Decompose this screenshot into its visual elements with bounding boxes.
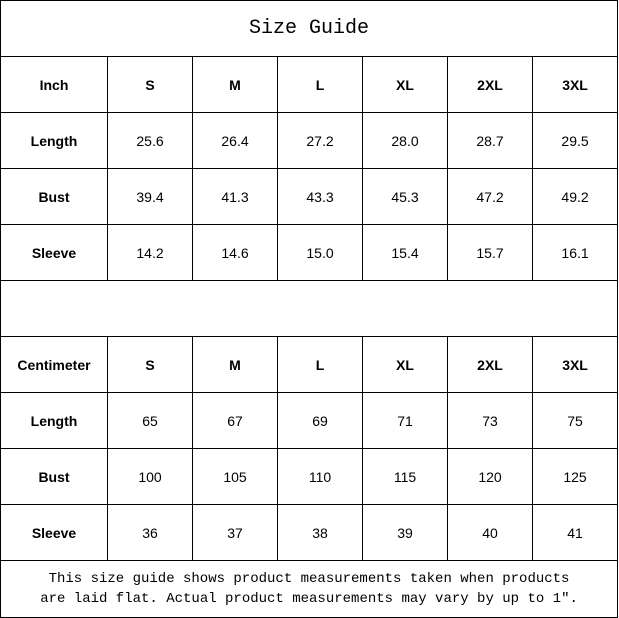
size-header: S bbox=[107, 336, 193, 393]
measurement-cell: 45.3 bbox=[362, 168, 448, 225]
measurement-cell: 39 bbox=[362, 504, 448, 561]
measurement-cell: 73 bbox=[447, 392, 533, 449]
measurement-cell: 69 bbox=[277, 392, 363, 449]
measurement-cell: 39.4 bbox=[107, 168, 193, 225]
size-header: 2XL bbox=[447, 336, 533, 393]
table-row: Sleeve 36 37 38 39 40 41 bbox=[0, 504, 619, 561]
size-header: 3XL bbox=[531, 56, 619, 113]
size-header: 2XL bbox=[447, 56, 533, 113]
measurement-cell: 15.7 bbox=[447, 224, 533, 281]
spacer-row bbox=[0, 280, 619, 337]
measurement-cell: 41.3 bbox=[192, 168, 278, 225]
measurement-cell: 28.7 bbox=[447, 112, 533, 169]
table-row: Sleeve 14.2 14.6 15.0 15.4 15.7 16.1 bbox=[0, 224, 619, 281]
measurement-cell: 100 bbox=[107, 448, 193, 505]
size-header: M bbox=[192, 336, 278, 393]
footer-note: This size guide shows product measuremen… bbox=[0, 560, 619, 618]
measurement-cell: 15.4 bbox=[362, 224, 448, 281]
measurement-cell: 110 bbox=[277, 448, 363, 505]
table-row: Bust 39.4 41.3 43.3 45.3 47.2 49.2 bbox=[0, 168, 619, 225]
footer-line-1: This size guide shows product measuremen… bbox=[48, 571, 570, 587]
header-row: Inch S M L XL 2XL 3XL bbox=[0, 56, 619, 113]
row-label: Sleeve bbox=[0, 504, 108, 561]
size-header: XL bbox=[362, 56, 448, 113]
size-header: M bbox=[192, 56, 278, 113]
measurement-cell: 14.6 bbox=[192, 224, 278, 281]
table-row: Bust 100 105 110 115 120 125 bbox=[0, 448, 619, 505]
measurement-cell: 47.2 bbox=[447, 168, 533, 225]
title-row: Size Guide bbox=[0, 0, 619, 57]
measurement-cell: 49.2 bbox=[531, 168, 619, 225]
footer-line-2: are laid flat. Actual product measuremen… bbox=[40, 591, 578, 607]
footer-row: This size guide shows product measuremen… bbox=[0, 560, 619, 618]
measurement-cell: 41 bbox=[531, 504, 619, 561]
unit-header: Centimeter bbox=[0, 336, 108, 393]
measurement-cell: 14.2 bbox=[107, 224, 193, 281]
measurement-cell: 26.4 bbox=[192, 112, 278, 169]
table-row: Length 25.6 26.4 27.2 28.0 28.7 29.5 bbox=[0, 112, 619, 169]
measurement-cell: 16.1 bbox=[531, 224, 619, 281]
unit-header: Inch bbox=[0, 56, 108, 113]
spacer-cell bbox=[0, 280, 619, 337]
measurement-cell: 105 bbox=[192, 448, 278, 505]
measurement-cell: 71 bbox=[362, 392, 448, 449]
measurement-cell: 28.0 bbox=[362, 112, 448, 169]
size-header: XL bbox=[362, 336, 448, 393]
measurement-cell: 25.6 bbox=[107, 112, 193, 169]
row-label: Sleeve bbox=[0, 224, 108, 281]
measurement-cell: 75 bbox=[531, 392, 619, 449]
row-label: Length bbox=[0, 112, 108, 169]
measurement-cell: 43.3 bbox=[277, 168, 363, 225]
size-header: L bbox=[277, 336, 363, 393]
measurement-cell: 15.0 bbox=[277, 224, 363, 281]
size-header: S bbox=[107, 56, 193, 113]
row-label: Bust bbox=[0, 168, 108, 225]
measurement-cell: 37 bbox=[192, 504, 278, 561]
measurement-cell: 27.2 bbox=[277, 112, 363, 169]
page-title: Size Guide bbox=[0, 0, 619, 57]
measurement-cell: 125 bbox=[531, 448, 619, 505]
size-header: 3XL bbox=[531, 336, 619, 393]
measurement-cell: 29.5 bbox=[531, 112, 619, 169]
measurement-cell: 40 bbox=[447, 504, 533, 561]
measurement-cell: 67 bbox=[192, 392, 278, 449]
measurement-cell: 36 bbox=[107, 504, 193, 561]
header-row: Centimeter S M L XL 2XL 3XL bbox=[0, 336, 619, 393]
measurement-cell: 120 bbox=[447, 448, 533, 505]
measurement-cell: 65 bbox=[107, 392, 193, 449]
measurement-cell: 38 bbox=[277, 504, 363, 561]
row-label: Length bbox=[0, 392, 108, 449]
measurement-cell: 115 bbox=[362, 448, 448, 505]
row-label: Bust bbox=[0, 448, 108, 505]
size-header: L bbox=[277, 56, 363, 113]
table-row: Length 65 67 69 71 73 75 bbox=[0, 392, 619, 449]
